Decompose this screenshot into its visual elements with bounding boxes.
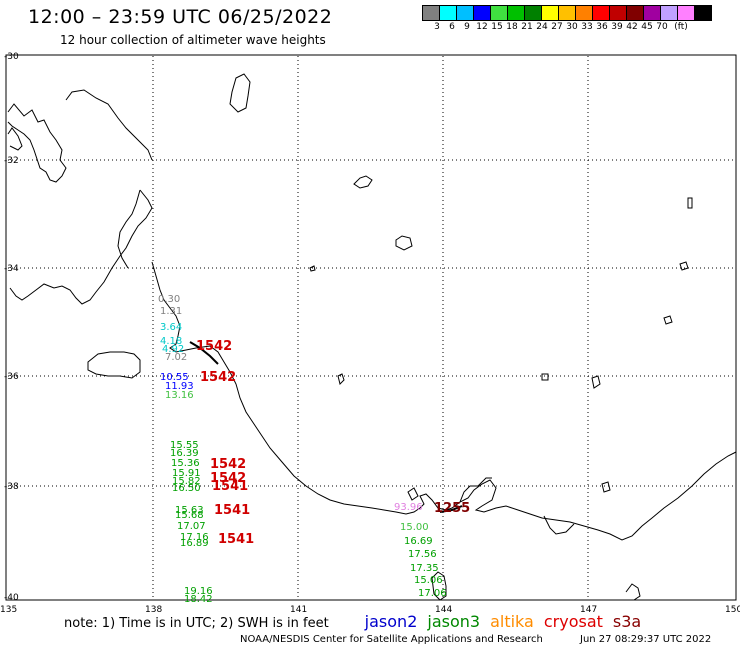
legend-jason2: jason2 [364,612,418,631]
color-scale-labels: 3 6 9 12 15 18 21 24 27 30 33 36 39 42 45 70 (ft) [422,22,740,34]
wave-height-label: 15.36 [171,458,200,469]
wave-height-label: 4.92 [162,344,184,355]
wave-height-label: 10.55 [160,372,189,383]
scale-label: 39 [611,22,623,32]
note-text: note: 1) Time is in UTC; 2) SWH is in fe… [64,616,329,631]
pass-time-label: 1542 [196,339,232,354]
wave-height-label: 16.39 [170,448,199,459]
scale-label: (ft) [674,22,688,32]
scale-label: 18 [506,22,518,32]
longitude-label: 147 [580,605,597,615]
wave-height-label: 17.56 [408,549,437,560]
wave-height-label: 11.93 [165,381,194,392]
wave-height-label: 17.16 [180,532,209,543]
pass-time-label: 1542 [210,471,246,486]
latitude-label: -30 [4,52,19,62]
legend-s3a: s3a [612,612,642,631]
generation-timestamp: Jun 27 08:29:37 UTC 2022 [580,634,712,645]
wave-height-label: 15.68 [175,510,204,521]
wave-height-label: 7.02 [165,352,187,363]
coastline [7,73,737,601]
satellite-track-2 [439,505,463,513]
longitude-label: 150 [725,605,740,615]
pass-time-label: 1541 [214,503,250,518]
latitude-label: -34 [4,264,19,274]
graticule [8,56,736,597]
credit-text: NOAA/NESDIS Center for Satellite Applica… [240,634,543,645]
map-frame [5,54,737,601]
wave-height-label: 0.30 [158,294,180,305]
latitude-label: -38 [4,482,19,492]
latitude-label: -32 [4,156,19,166]
longitude-label: 135 [0,605,17,615]
pass-time-label: 1255 [434,501,470,516]
wave-height-label: 17.35 [410,563,439,574]
wave-height-label: 3.64 [160,322,182,333]
scale-label: 30 [566,22,578,32]
pass-time-label: 1541 [212,479,248,494]
wave-height-label: 1.31 [160,306,182,317]
latitude-labels: -30 -32 -34 -36 -38 -40 [4,52,19,603]
wave-height-label: 15.91 [172,468,201,479]
scale-label: 42 [626,22,638,32]
scale-label: 12 [476,22,488,32]
satellite-track [189,341,219,365]
latitude-label: -40 [4,593,19,603]
wave-height-label: 13.16 [165,390,194,401]
wave-height-label: 15.06 [414,575,443,586]
legend-cryosat: cryosat [543,612,603,631]
longitude-label: 141 [290,605,307,615]
scale-label: 27 [551,22,563,32]
wave-height-label: 17.07 [177,521,206,532]
wave-height-label: 18.42 [184,594,213,605]
scale-label: 36 [596,22,608,32]
color-scale-bar [422,5,712,21]
longitude-label: 138 [145,605,162,615]
wave-height-label: 4.18 [160,336,182,347]
scale-label: 15 [491,22,503,32]
wave-height-label: 15.55 [170,440,199,451]
scale-label: 21 [521,22,533,32]
map-title: 12:00 – 23:59 UTC 06/25/2022 [28,6,333,28]
scale-swatch [694,5,712,21]
scale-label: 9 [464,22,470,32]
scale-label: 24 [536,22,548,32]
pass-time-label: 1542 [200,370,236,385]
legend-note-row: note: 1) Time is in UTC; 2) SWH is in fe… [64,612,651,631]
wave-height-label: 15.82 [172,476,201,487]
wave-height-label: 16.50 [172,483,201,494]
scale-label: 3 [434,22,440,32]
latitude-label: -36 [4,372,19,382]
wave-height-label: 15.00 [400,522,429,533]
longitude-label: 144 [435,605,452,615]
wave-height-label: 16.69 [404,536,433,547]
scale-label: 6 [449,22,455,32]
scale-label: 33 [581,22,593,32]
scale-label: 70 [656,22,668,32]
wave-height-label: 15.63 [175,505,204,516]
wave-height-label: 93.96 [394,502,423,513]
scale-label: 45 [641,22,653,32]
map-subtitle: 12 hour collection of altimeter wave hei… [60,33,326,47]
pass-time-label: 1541 [218,532,254,547]
legend-altika: altika [490,612,534,631]
wave-height-label: 16.89 [180,538,209,549]
wave-height-label: 19.16 [184,586,213,597]
pass-time-label: 1542 [210,457,246,472]
legend-jason3: jason3 [427,612,481,631]
longitude-labels: 135 138 141 144 147 150 [0,605,740,615]
wave-height-label: 17.06 [418,588,447,599]
